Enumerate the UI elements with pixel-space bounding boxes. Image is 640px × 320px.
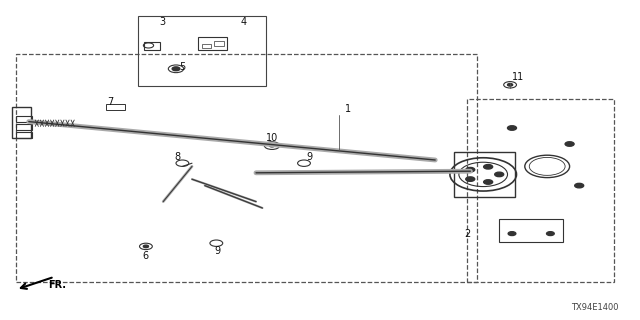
Circle shape (466, 177, 475, 181)
Text: 3: 3 (159, 17, 166, 28)
Circle shape (508, 126, 516, 130)
Bar (106, 104, 125, 110)
Text: 5: 5 (179, 62, 186, 72)
Bar (467, 99, 614, 282)
Circle shape (508, 84, 513, 86)
Bar (499, 219, 563, 242)
Text: 11: 11 (512, 72, 525, 82)
Circle shape (575, 183, 584, 188)
Circle shape (466, 167, 475, 172)
Bar (16, 132, 32, 138)
Bar (198, 37, 227, 50)
Bar (144, 42, 160, 50)
Circle shape (565, 142, 574, 146)
Bar (16, 54, 477, 282)
Circle shape (484, 180, 493, 184)
Circle shape (269, 144, 275, 147)
Bar (454, 152, 515, 197)
Text: 9: 9 (214, 246, 221, 256)
Text: FR.: FR. (49, 280, 67, 291)
Bar (16, 124, 32, 130)
Text: 6: 6 (143, 251, 149, 261)
Circle shape (484, 164, 493, 169)
Bar (202, 44, 211, 48)
Text: 10: 10 (266, 132, 278, 143)
Text: 2: 2 (464, 228, 470, 239)
Text: 4: 4 (240, 17, 246, 28)
Text: TX94E1400: TX94E1400 (572, 303, 619, 312)
Circle shape (172, 67, 180, 71)
Circle shape (143, 245, 148, 248)
Bar (138, 16, 266, 86)
Bar (16, 116, 32, 122)
Text: 9: 9 (306, 152, 312, 162)
Bar (214, 41, 224, 46)
Text: 1: 1 (344, 104, 351, 114)
Circle shape (508, 232, 516, 236)
Text: 8: 8 (175, 152, 181, 162)
Circle shape (547, 232, 554, 236)
Bar (12, 107, 31, 138)
Circle shape (495, 172, 504, 177)
Text: 7: 7 (107, 97, 113, 108)
